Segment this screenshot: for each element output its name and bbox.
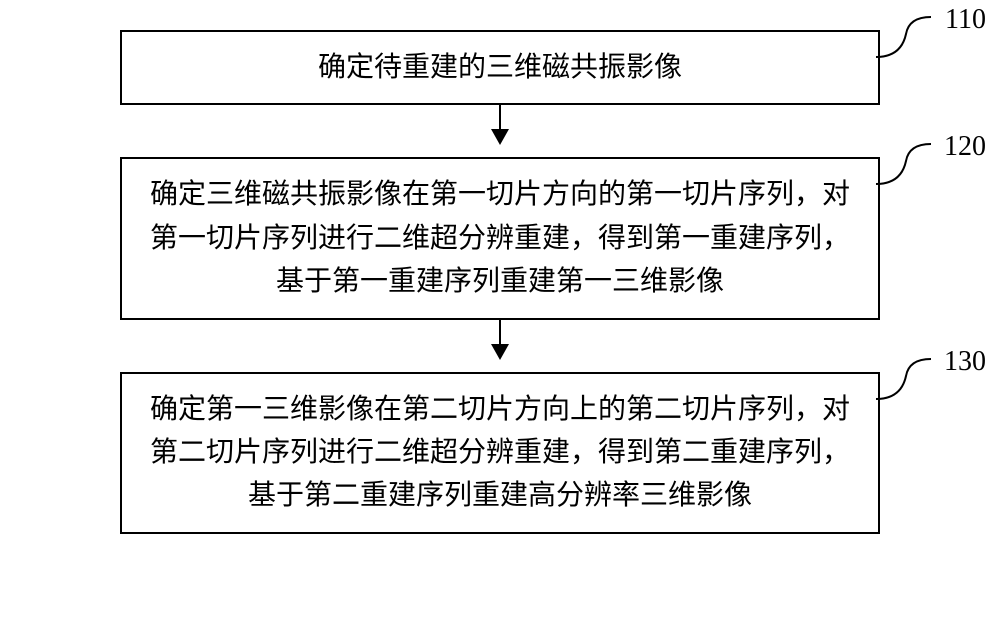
step-label: 130 [944,340,986,383]
arrow-1 [65,105,935,157]
leader-line [876,12,936,62]
flow-step-120: 确定三维磁共振影像在第一切片方向的第一切片序列，对第一切片序列进行二维超分辨重建… [120,157,880,319]
step-text: 确定待重建的三维磁共振影像 [318,46,682,89]
step-text: 确定第一三维影像在第二切片方向上的第二切片序列，对第二切片序列进行二维超分辨重建… [146,388,854,518]
flowchart-container: 确定待重建的三维磁共振影像 110 确定三维磁共振影像在第一切片方向的第一切片序… [65,30,935,534]
flow-step-130: 确定第一三维影像在第二切片方向上的第二切片序列，对第二切片序列进行二维超分辨重建… [120,372,880,534]
leader-line [876,139,936,189]
flow-step-110: 确定待重建的三维磁共振影像 110 [120,30,880,105]
leader-line [876,354,936,404]
step-text: 确定三维磁共振影像在第一切片方向的第一切片序列，对第一切片序列进行二维超分辨重建… [146,173,854,303]
step-label: 110 [945,0,986,41]
arrow-2 [65,320,935,372]
step-label: 120 [944,125,986,168]
